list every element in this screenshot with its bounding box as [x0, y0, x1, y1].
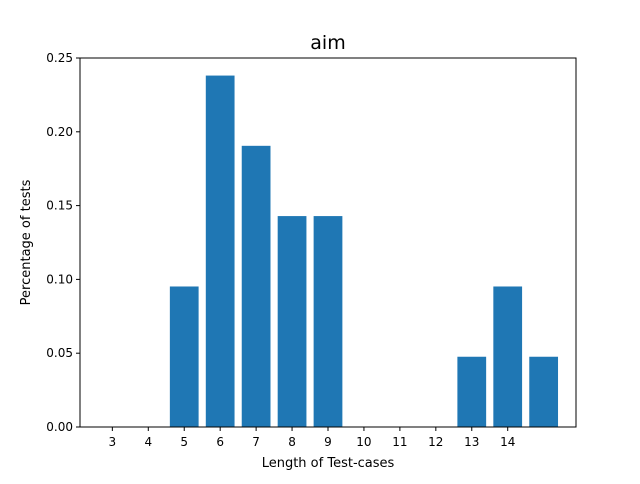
- y-axis-label: Percentage of tests: [19, 179, 34, 305]
- x-tick-label: 8: [288, 435, 296, 449]
- x-tick-label: 12: [428, 435, 443, 449]
- y-tick-label: 0.10: [46, 272, 73, 286]
- bar-13: [457, 356, 487, 427]
- y-tick-label: 0.20: [46, 125, 73, 139]
- x-tick-label: 11: [392, 435, 407, 449]
- bar-9: [313, 216, 343, 427]
- x-tick-label: 14: [500, 435, 515, 449]
- y-tick-label: 0.00: [46, 420, 73, 434]
- x-tick-label: 4: [144, 435, 152, 449]
- y-tick-label: 0.15: [46, 199, 73, 213]
- bars-layer: [169, 75, 559, 428]
- bar-14: [493, 286, 523, 427]
- plot-frame: [79, 57, 577, 428]
- x-tick-label: 9: [324, 435, 332, 449]
- bar-6: [205, 75, 235, 428]
- bar-5: [169, 286, 199, 427]
- chart-title: aim: [310, 32, 345, 54]
- x-axis-label: Length of Test-cases: [262, 456, 395, 471]
- x-tick-label: 7: [252, 435, 260, 449]
- x-tick-label: 3: [109, 435, 117, 449]
- x-tick-label: 5: [180, 435, 188, 449]
- bar-7: [241, 145, 271, 427]
- x-tick-label: 6: [216, 435, 224, 449]
- y-tick-label: 0.25: [46, 51, 73, 65]
- bar-8: [277, 216, 307, 427]
- x-tick-label: 13: [464, 435, 479, 449]
- y-tick-label: 0.05: [46, 346, 73, 360]
- ticks-layer: 3 4 5 6 7 8 9 10 11 12 13 14 0.00 0.05 0.10 0.15 0.20 0.2…: [46, 51, 515, 449]
- x-tick-label: 10: [356, 435, 371, 449]
- bar-15: [529, 356, 559, 427]
